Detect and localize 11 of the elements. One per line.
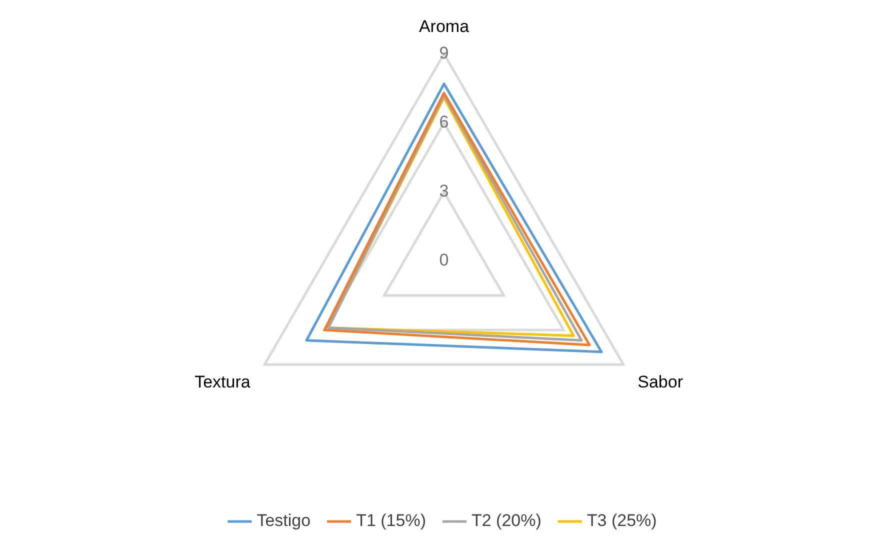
spoke-label: Sabor [638, 372, 684, 392]
legend-label: Testigo [256, 511, 311, 530]
spoke-label: Textura [194, 372, 251, 392]
legend-label: T1 (15%) [356, 511, 426, 530]
legend-label: T2 (20%) [471, 511, 542, 530]
legend-label: T3 (25%) [586, 511, 657, 530]
y-tick-label: 9 [439, 44, 449, 63]
spoke-label: Aroma [418, 16, 470, 36]
y-tick-label: 3 [439, 182, 449, 201]
y-tick-label: 6 [439, 112, 449, 132]
y-tick-label: 0 [439, 250, 449, 270]
